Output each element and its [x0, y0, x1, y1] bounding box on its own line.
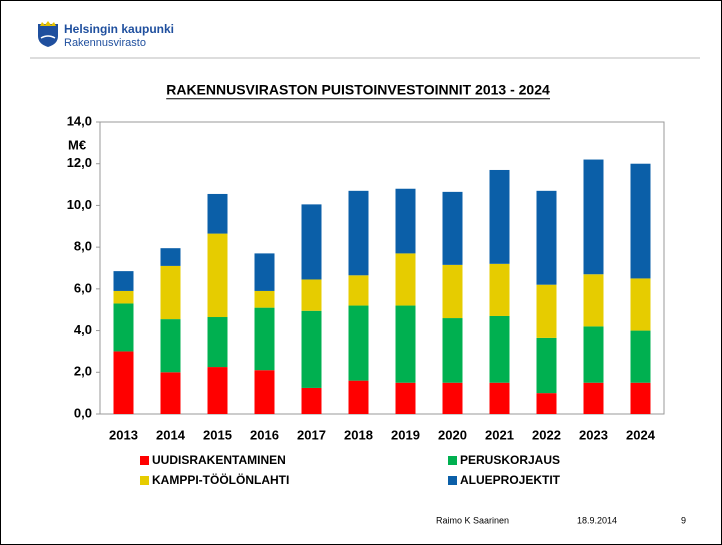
legend-label: ALUEPROJEKTIT	[460, 473, 561, 487]
bar-segment	[489, 382, 510, 414]
bar-segment	[207, 367, 228, 414]
bar-segment	[395, 253, 416, 306]
bar-segment	[536, 337, 557, 394]
y-tick-label: 8,0	[74, 239, 92, 254]
legend-label: UUDISRAKENTAMINEN	[152, 453, 286, 467]
legend-label: KAMPPI-TÖÖLÖNLAHTI	[152, 472, 289, 487]
logo	[38, 21, 58, 47]
bar-segment	[348, 275, 369, 306]
y-tick-label: 4,0	[74, 322, 92, 337]
x-tick-label: 2015	[203, 427, 232, 442]
x-tick-label: 2023	[579, 427, 608, 442]
x-tick-label: 2016	[250, 427, 279, 442]
bar-segment	[207, 233, 228, 318]
bar-segment	[583, 382, 604, 414]
legend-swatch	[140, 476, 149, 485]
bar-segment	[160, 319, 181, 373]
department: Rakennusvirasto	[64, 37, 146, 49]
bar-segment	[254, 290, 275, 308]
bar-segment	[113, 271, 134, 291]
bar-segment	[630, 278, 651, 331]
bar-segment	[254, 253, 275, 291]
bar-segment	[489, 315, 510, 383]
x-tick-label: 2024	[626, 427, 656, 442]
x-tick-label: 2019	[391, 427, 420, 442]
x-tick-label: 2022	[532, 427, 561, 442]
y-tick-label: 2,0	[74, 364, 92, 379]
x-tick-label: 2014	[156, 427, 186, 442]
legend-swatch	[140, 456, 149, 465]
bar-segment	[301, 310, 322, 388]
y-tick-label: 12,0	[67, 155, 92, 170]
y-tick-label: 10,0	[67, 197, 92, 212]
bar-segment	[630, 382, 651, 414]
plot-frame	[99, 121, 665, 415]
x-tick-label: 2021	[485, 427, 514, 442]
bar-segment	[301, 279, 322, 311]
bar-segment	[536, 190, 557, 285]
y-tick-label: 6,0	[74, 280, 92, 295]
legend-swatch	[448, 456, 457, 465]
bar-segment	[630, 330, 651, 383]
bar-segment	[348, 305, 369, 381]
bar-segment	[442, 264, 463, 319]
bar-segment	[254, 370, 275, 414]
y-tick-label: 0,0	[74, 405, 92, 420]
bar-segment	[442, 191, 463, 265]
bar-segment	[160, 265, 181, 320]
bar-segment	[207, 317, 228, 368]
bar-segment	[301, 387, 322, 414]
bar-segment	[113, 303, 134, 352]
bar-segment	[160, 372, 181, 414]
bar-segment	[536, 284, 557, 338]
footer-date: 18.9.2014	[577, 515, 617, 525]
bar-segment	[113, 351, 134, 414]
x-tick-label: 2013	[109, 427, 138, 442]
legend-swatch	[448, 476, 457, 485]
y-tick-label: 14,0	[67, 113, 92, 128]
chart-title: RAKENNUSVIRASTON PUISTOINVESTOINNIT 2013…	[166, 82, 550, 98]
bar-segment	[160, 248, 181, 266]
bar-segment	[583, 159, 604, 275]
bar-segment	[348, 190, 369, 276]
bar-segment	[395, 305, 416, 383]
bar-segment	[630, 163, 651, 279]
bar-segment	[583, 274, 604, 327]
bar-segment	[207, 193, 228, 234]
footer-author: Raimo K Saarinen	[436, 515, 509, 525]
bar-segment	[301, 204, 322, 280]
bar-segment	[489, 263, 510, 316]
y-axis-label: M€	[68, 137, 86, 152]
x-tick-label: 2017	[297, 427, 326, 442]
bar-segment	[395, 188, 416, 254]
bar-segment	[583, 326, 604, 383]
page-number: 9	[681, 515, 686, 525]
bar-segment	[489, 169, 510, 264]
organization: Helsingin kaupunki	[64, 22, 174, 36]
bar-segment	[395, 382, 416, 414]
bar-segment	[442, 382, 463, 414]
bar-segment	[113, 290, 134, 304]
bar-segment	[536, 393, 557, 414]
legend-label: PERUSKORJAUS	[460, 453, 560, 467]
x-tick-label: 2020	[438, 427, 467, 442]
x-tick-label: 2018	[344, 427, 373, 442]
bar-segment	[254, 307, 275, 371]
bar-segment	[348, 380, 369, 414]
bar-segment	[442, 318, 463, 383]
